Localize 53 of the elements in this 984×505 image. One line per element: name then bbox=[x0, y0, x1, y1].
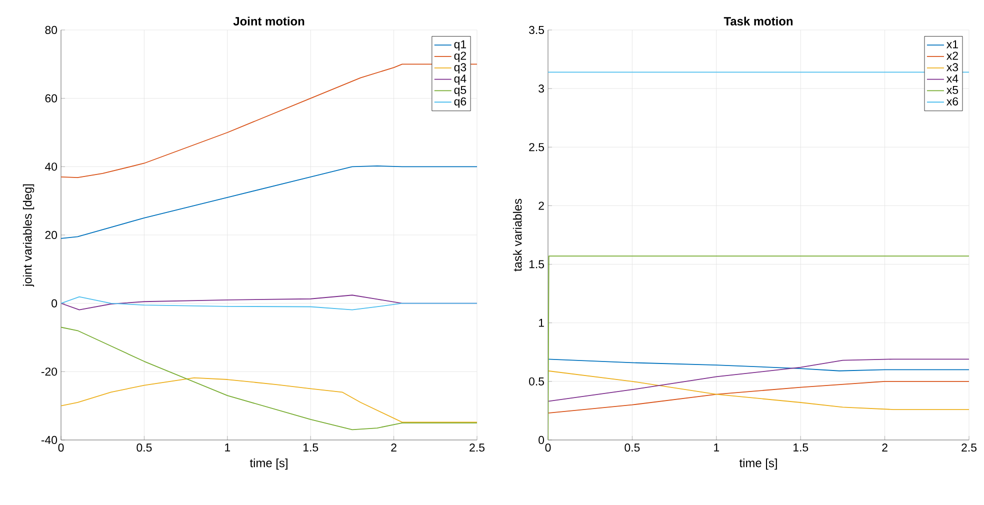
line-series bbox=[548, 380, 970, 414]
legend-label: q6 bbox=[454, 97, 466, 108]
x-tick-label: 2.5 bbox=[470, 444, 484, 452]
y-tick-label: 20 bbox=[45, 230, 58, 240]
x-tick-label: 2 bbox=[882, 444, 888, 452]
line-series bbox=[61, 326, 478, 430]
chart-title: Task motion bbox=[724, 16, 793, 26]
legend-label: q3 bbox=[454, 63, 466, 74]
y-tick-label: -20 bbox=[41, 368, 58, 376]
legend-label: x1 bbox=[946, 40, 958, 48]
y-axis-title: task variables bbox=[512, 198, 522, 272]
line-series bbox=[548, 358, 970, 402]
x-tick-label: 1.5 bbox=[304, 444, 318, 452]
legend-label: x2 bbox=[946, 52, 958, 60]
x-tick-label: 0 bbox=[545, 444, 551, 452]
x-tick-label: 1 bbox=[714, 444, 720, 452]
y-tick-label: 1.5 bbox=[529, 260, 544, 268]
legend-label: q2 bbox=[454, 52, 466, 62]
y-tick-label: 3.5 bbox=[529, 26, 544, 34]
legend-label: q4 bbox=[454, 74, 466, 85]
line-series bbox=[61, 166, 478, 239]
line-series bbox=[61, 64, 478, 178]
legend-label: x4 bbox=[946, 74, 958, 83]
y-tick-label: -40 bbox=[41, 436, 58, 444]
legend-label: x3 bbox=[946, 63, 958, 72]
y-tick-label: 2 bbox=[538, 202, 544, 210]
y-tick-label: 0 bbox=[52, 299, 58, 308]
x-tick-label: 2.5 bbox=[962, 444, 976, 452]
y-tick-label: 0.5 bbox=[529, 377, 544, 386]
y-tick-label: 3 bbox=[538, 84, 544, 93]
x-tick-label: 1.5 bbox=[794, 444, 808, 452]
x-tick-label: 0.5 bbox=[136, 444, 152, 452]
legend-label: q5 bbox=[454, 86, 466, 96]
legend-label: q1 bbox=[454, 40, 466, 51]
legend-label: x6 bbox=[946, 97, 958, 106]
x-tick-label: 0.5 bbox=[624, 444, 640, 452]
y-tick-label: 60 bbox=[45, 94, 58, 102]
line-series bbox=[61, 377, 478, 423]
y-axis-title: joint variables [deg] bbox=[22, 184, 34, 287]
x-tick-label: 2 bbox=[391, 444, 396, 452]
y-tick-label: 40 bbox=[45, 162, 58, 171]
x-tick-label: 0 bbox=[58, 444, 64, 452]
y-tick-label: 2.5 bbox=[529, 143, 544, 152]
y-tick-label: 1 bbox=[538, 318, 544, 327]
x-tick-label: 1 bbox=[225, 444, 230, 452]
y-tick-label: 80 bbox=[45, 26, 58, 34]
x-axis-title: time [s] bbox=[250, 458, 288, 470]
y-tick-label: 0 bbox=[538, 436, 544, 444]
line-series bbox=[548, 370, 970, 410]
legend-label: x5 bbox=[946, 86, 958, 94]
chart-title: Joint motion bbox=[233, 16, 304, 26]
line-series bbox=[548, 358, 970, 372]
x-axis-title: time [s] bbox=[739, 458, 777, 470]
